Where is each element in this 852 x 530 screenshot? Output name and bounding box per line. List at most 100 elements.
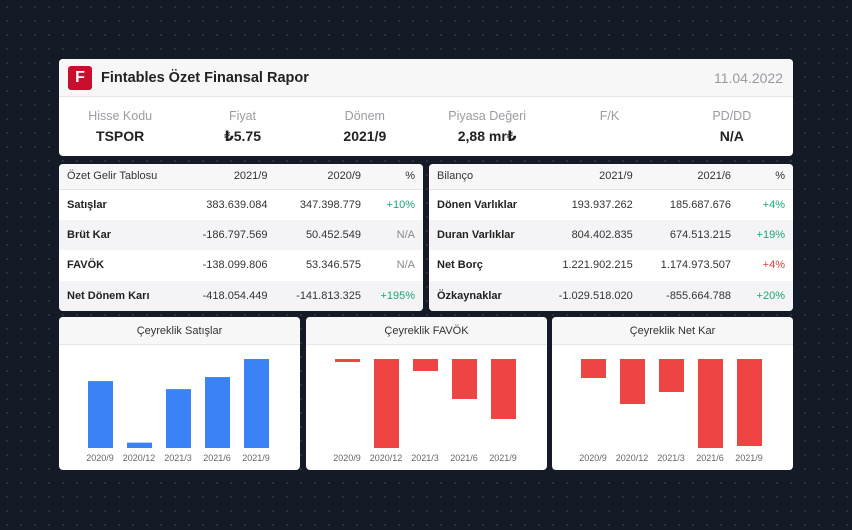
chart-bar (88, 381, 113, 448)
row-value-previous: 1.174.973.507 (660, 259, 731, 272)
metric-price: Fiyat ₺5.75 (181, 109, 303, 144)
table-row: Net Dönem Karı -418.054.449 -141.813.325 +1… (59, 280, 423, 311)
chart-bar (335, 359, 360, 362)
key-metrics: Hisse Kodu TSPOR Fiyat ₺5.75 Dönem 2021/… (59, 97, 793, 155)
table-header-row: Bilanço 2021/9 2021/6 % (429, 164, 793, 190)
metric-pb-ratio: PD/DD N/A (671, 109, 793, 144)
row-change-percent: +195% (380, 289, 415, 302)
x-tick-label: 2021/6 (450, 453, 478, 463)
metric-market-cap: Piyasa Değeri 2,88 mr₺ (426, 109, 548, 144)
table-row: Dönen Varlıklar 193.937.262 185.687.676 +4% (429, 189, 793, 220)
metric-label: F/K (599, 108, 620, 123)
table-row: Özkaynaklar -1.029.518.020 -855.664.788 +20… (429, 280, 793, 311)
metric-label: Hisse Kodu (88, 108, 153, 123)
x-tick-label: 2020/12 (616, 453, 649, 463)
balance-sheet-table: Bilanço 2021/9 2021/6 % Dönen Varlıklar 1… (429, 164, 793, 311)
row-value-previous: 50.452.549 (305, 228, 361, 241)
table-header-row: Özet Gelir Tablosu 2021/9 2020/9 % (59, 164, 423, 190)
row-change-percent: +4% (762, 259, 785, 272)
metric-value: 2021/9 (343, 127, 387, 144)
chart-bar (452, 359, 477, 399)
row-change-percent: N/A (396, 259, 415, 272)
chart-bar (491, 359, 516, 419)
row-change-percent: +4% (762, 198, 785, 211)
chart-bar (698, 359, 723, 448)
chart-title: Çeyreklik Net Kar (552, 317, 793, 345)
row-value-current: -1.029.518.020 (558, 289, 633, 302)
x-tick-label: 2021/9 (735, 453, 763, 463)
income-statement-table: Özet Gelir Tablosu 2021/9 2020/9 % Satış… (59, 164, 423, 311)
metric-value: 2,88 mr₺ (457, 127, 517, 144)
row-value-current: -186.797.569 (202, 228, 268, 241)
quarterly-ebitda-chart: 2020/9 2020/12 2021/3 2021/6 2021/9 (333, 359, 517, 463)
quarterly-sales-chart: 2020/9 2020/12 2021/3 2021/6 2021/9 (86, 359, 270, 463)
row-value-current: 804.402.835 (571, 228, 633, 241)
x-tick-label: 2021/3 (164, 453, 192, 463)
column-header: 2020/9 (275, 164, 369, 190)
row-value-previous: 53.346.575 (305, 259, 361, 272)
metric-label: Dönem (344, 108, 385, 123)
row-value-previous: 185.687.676 (669, 198, 731, 211)
row-change-percent: +19% (756, 228, 785, 241)
report-header-bar: F Fintables Özet Finansal Rapor 11.04.20… (59, 59, 793, 97)
table-row: Net Borç 1.221.902.215 1.174.973.507 +4% (429, 250, 793, 281)
row-value-current: -418.054.449 (202, 289, 268, 302)
metric-stock-code: Hisse Kodu TSPOR (59, 109, 181, 144)
x-tick-label: 2020/9 (86, 453, 114, 463)
row-change-percent: N/A (396, 228, 415, 241)
chart-bar (413, 359, 438, 371)
table-row: Duran Varlıklar 804.402.835 674.513.215 +19… (429, 219, 793, 250)
row-change-percent: +10% (386, 198, 415, 211)
row-label: Net Borç (437, 259, 483, 272)
chart-bar (127, 442, 152, 448)
x-tick-label: 2021/6 (696, 453, 724, 463)
table-row: Brüt Kar -186.797.569 50.452.549 N/A (59, 219, 423, 250)
column-header: 2021/6 (640, 164, 739, 190)
quarterly-net-profit-chart-card: Çeyreklik Net Kar 2020/9 2020/12 2021/3 202… (552, 317, 793, 470)
fintables-logo-icon: F (68, 65, 92, 90)
chart-bar (581, 359, 606, 378)
x-tick-label: 2020/9 (579, 453, 607, 463)
row-label: Dönen Varlıklar (437, 198, 518, 211)
quarterly-ebitda-chart-card: Çeyreklik FAVÖK 2020/9 2020/12 2021/3 2021/… (306, 317, 547, 470)
x-tick-label: 2021/9 (242, 453, 270, 463)
metric-period: Dönem 2021/9 (304, 109, 426, 144)
chart-bar (620, 359, 645, 404)
row-value-previous: -855.664.788 (666, 289, 731, 302)
metric-label: PD/DD (712, 108, 752, 123)
column-header: 2021/9 (538, 164, 641, 190)
metric-value: ₺5.75 (223, 127, 261, 144)
x-tick-label: 2021/9 (489, 453, 517, 463)
metric-pe-ratio: F/K (548, 109, 670, 144)
x-tick-label: 2020/12 (123, 453, 156, 463)
row-label: Özkaynaklar (437, 289, 502, 302)
row-label: Brüt Kar (67, 228, 112, 241)
row-label: Satışlar (67, 198, 107, 211)
chart-bar (659, 359, 684, 392)
metric-value: N/A (719, 127, 744, 144)
chart-bar (244, 359, 269, 448)
metric-value: TSPOR (96, 127, 145, 144)
balance-sheet-card: Bilanço 2021/9 2021/6 % Dönen Varlıklar 1… (429, 164, 793, 311)
x-tick-label: 2021/6 (203, 453, 231, 463)
column-header: % (739, 164, 793, 190)
metric-label: Piyasa Değeri (448, 108, 527, 123)
table-row: Satışlar 383.639.084 347.398.779 +10% (59, 189, 423, 220)
metric-label: Fiyat (228, 108, 257, 123)
row-value-current: -138.099.806 (202, 259, 268, 272)
row-label: FAVÖK (67, 259, 105, 272)
row-value-current: 383.639.084 (206, 198, 268, 211)
row-value-current: 1.221.902.215 (562, 259, 633, 272)
chart-bar (205, 377, 230, 448)
column-header: Bilanço (429, 164, 539, 190)
x-tick-label: 2021/3 (657, 453, 685, 463)
x-tick-label: 2020/12 (370, 453, 403, 463)
chart-bar (737, 359, 762, 446)
row-value-previous: 674.513.215 (669, 228, 731, 241)
metric-value (548, 128, 670, 144)
table-row: FAVÖK -138.099.806 53.346.575 N/A (59, 250, 423, 281)
report-title: Fintables Özet Finansal Rapor (101, 69, 309, 86)
row-change-percent: +20% (756, 289, 785, 302)
income-statement-card: Özet Gelir Tablosu 2021/9 2020/9 % Satış… (59, 164, 423, 311)
report-header-card: F Fintables Özet Finansal Rapor 11.04.20… (59, 59, 793, 156)
